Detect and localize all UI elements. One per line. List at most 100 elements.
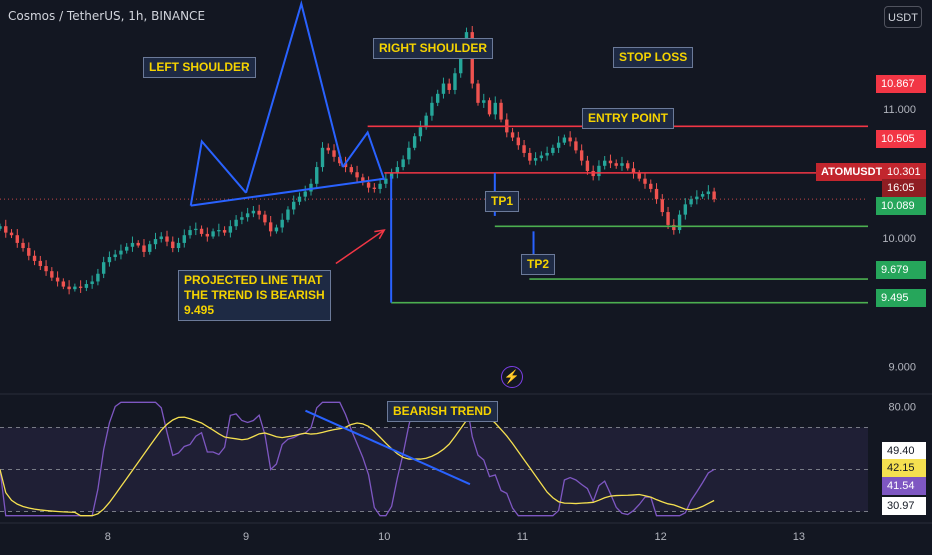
candle [0,226,2,229]
candle [78,286,83,288]
candle [211,231,215,237]
candle [539,155,544,159]
x-tick-label: 9 [243,531,249,543]
arrow-shaft [335,229,385,265]
candle [136,242,140,246]
candle [689,199,693,205]
candle [608,160,613,164]
candle [695,196,699,200]
pattern-line-left-shoulder [189,139,247,206]
candle [672,224,676,231]
countdown-tag: 16:05 [882,179,926,197]
rsi-value-tag-2: 42.15 [882,459,926,477]
candle [602,160,607,166]
candle [620,163,624,166]
projected-line-note: PROJECTED LINE THAT THE TREND IS BEARISH… [178,270,331,321]
candle [493,102,497,115]
candle [384,178,388,184]
candle [142,245,146,252]
candle [44,266,48,272]
candle [309,183,313,192]
x-tick-label: 13 [793,531,805,543]
candle [378,183,382,189]
rsi-y-tick-label: 80.00 [888,402,916,414]
candle [280,219,284,228]
candle [556,142,561,148]
candle [533,158,538,161]
candle [228,226,233,233]
candle [15,235,19,243]
candle [245,213,250,218]
stop-loss-price-tag: 10.867 [876,75,926,93]
projected-line-text-2: THE TREND IS BEARISH [184,288,325,302]
candle [55,277,60,282]
candle [499,102,503,120]
candle [441,83,446,94]
rsi-value-tag-1: 49.40 [882,442,926,460]
candle [130,242,135,247]
candle [389,173,394,179]
candle [649,183,653,189]
stop-loss-label: STOP LOSS [613,47,694,68]
candle [343,163,348,168]
candle [401,159,405,168]
candle [631,168,636,174]
candle [199,228,204,234]
arrow-head [374,229,386,240]
candle [297,196,302,202]
candle [700,194,705,197]
x-tick-label: 10 [378,531,390,543]
candle [124,246,129,251]
lightning-icon[interactable]: ⚡ [501,366,523,388]
candle [666,212,670,225]
candle [320,147,325,168]
rsi-trend-line [305,409,471,486]
candle [4,226,8,233]
candle [50,271,54,278]
candle [568,137,572,142]
candle [217,230,221,232]
candle [165,236,169,242]
tp2-label: TP2 [521,254,556,275]
candle [32,255,37,261]
candle [326,147,330,151]
candle [372,187,377,189]
chart-title: Cosmos / TetherUS, 1h, BINANCE [8,9,206,23]
projected-line-text-1: PROJECTED LINE THAT [184,273,323,287]
left-shoulder-label: LEFT SHOULDER [143,57,256,78]
candle [240,217,244,220]
pattern-line-right-shoulder [341,130,386,181]
right-shoulder-label: RIGHT SHOULDER [373,38,493,59]
y-tick-label: 10.000 [882,233,916,245]
candle [113,254,117,258]
candle [574,141,578,151]
candle [430,102,434,116]
projected-line-text-3: 9.495 [184,303,215,317]
candle [418,127,423,137]
candle [315,167,319,184]
tp1-price-tag: 10.089 [876,197,926,215]
currency-button[interactable]: USDT [884,6,922,28]
projected-price-tag: 9.495 [876,289,926,307]
candle [222,230,227,233]
candle [637,173,641,179]
candle [654,188,659,200]
candle [476,83,480,103]
candle [67,286,71,290]
candle [27,248,31,256]
entry-point-label: ENTRY POINT [582,108,675,129]
candle [487,100,492,115]
candle [366,182,371,188]
rsi-value-tag-4: 30.97 [882,497,926,515]
symbol-tag: ATOMUSDT [816,163,888,181]
candle [257,210,261,215]
candle [435,93,440,103]
rsi-line [0,401,715,517]
candle [251,210,256,214]
candle [194,228,198,231]
candle [579,150,584,161]
last-price-tag: 10.301 [882,163,926,181]
candle [286,209,290,220]
